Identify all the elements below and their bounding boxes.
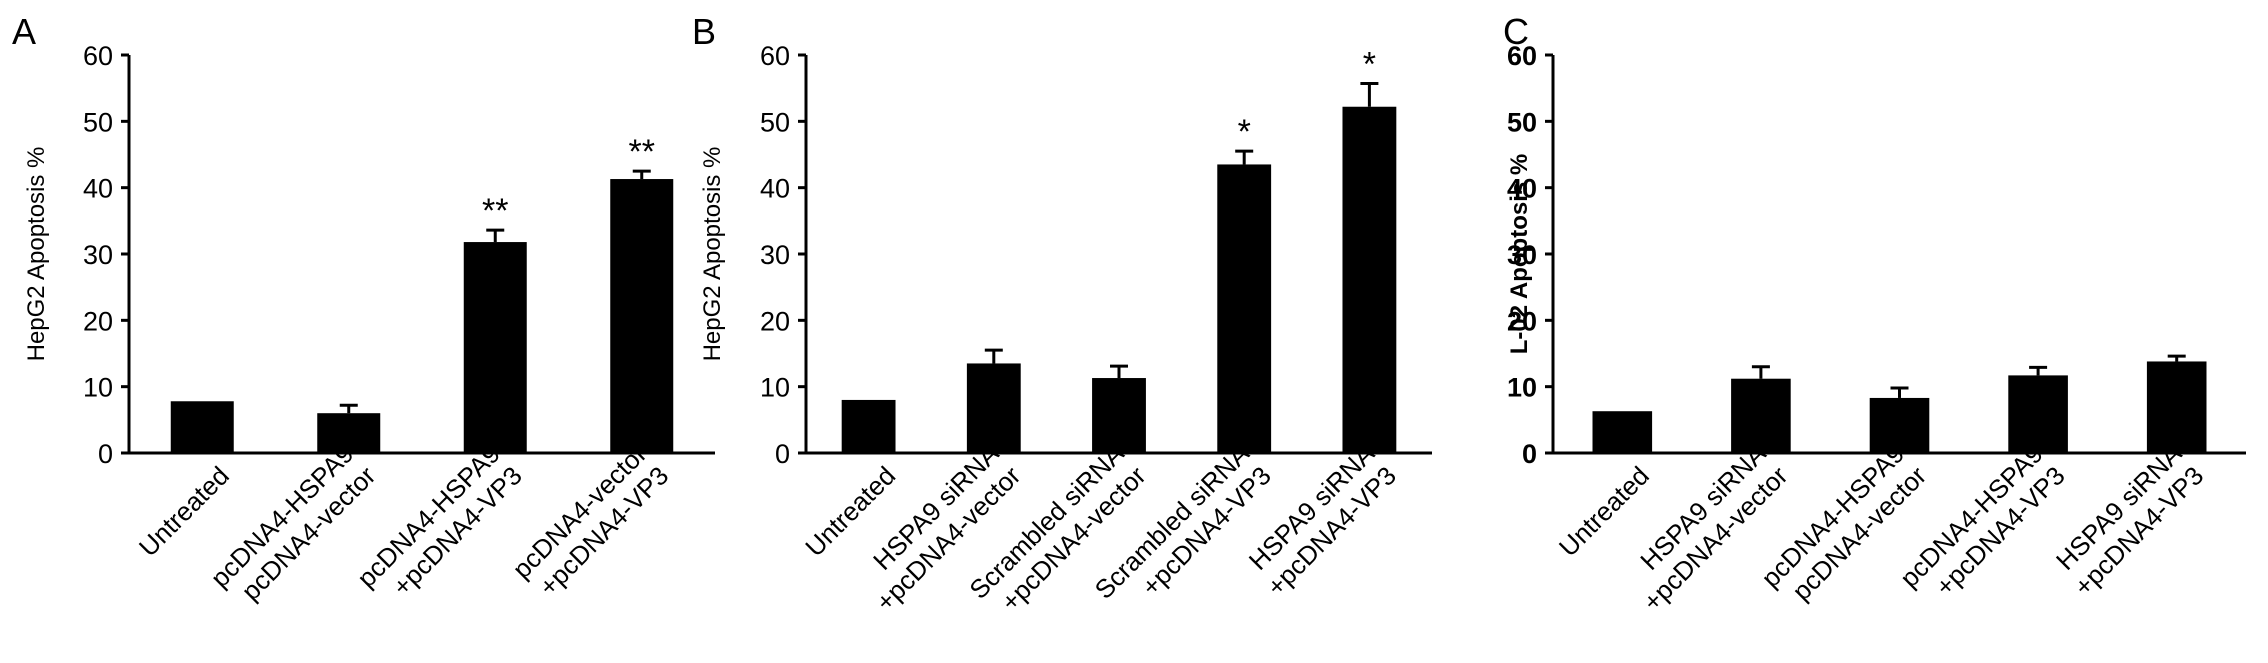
bar	[1592, 411, 1653, 453]
significance-marker: **	[482, 192, 508, 230]
category-label: HSPA9 siRNA+pcDNA4-vector	[1634, 438, 1793, 617]
category-label: HSPA9 siRNA+pcDNA4-VP3	[1243, 438, 1402, 602]
category-label-line: Untreated	[1553, 460, 1655, 562]
y-axis-label: L-02 Apoptosis %	[1506, 154, 1533, 354]
y-tick-label: 30	[83, 240, 113, 270]
y-tick-label: 50	[760, 107, 790, 137]
panel-letter: A	[12, 11, 36, 52]
panel-letter: B	[692, 11, 716, 52]
category-label: HSPA9 siRNA+pcDNA4-VP3	[2050, 438, 2209, 602]
y-tick-label: 0	[98, 439, 113, 469]
category-label: pcDNA4-vector+pcDNA4-VP3	[507, 438, 675, 601]
category-label: pcDNA4-HSPA9+pcDNA4-VP3	[1894, 438, 2071, 601]
y-axis-label: HepG2 Apoptosis %	[699, 147, 726, 362]
y-tick-label: 10	[1507, 373, 1537, 403]
significance-marker: **	[629, 133, 655, 171]
y-tick-label: 60	[760, 41, 790, 71]
y-tick-label: 0	[1522, 439, 1537, 469]
y-tick-label: 40	[760, 174, 790, 204]
y-tick-label: 20	[83, 306, 113, 336]
bar	[1092, 378, 1146, 453]
bar	[966, 363, 1021, 453]
chart-panel-a: A 0 10 20 30 40 50 60 HepG2 Apoptosis % Untreated…	[12, 11, 715, 606]
bar	[610, 179, 674, 453]
y-tick-label: 60	[1507, 41, 1537, 71]
significance-marker: *	[1363, 46, 1376, 84]
bar	[170, 401, 234, 453]
bar	[1731, 378, 1791, 453]
category-label: Untreated	[1553, 460, 1655, 562]
y-tick-label: 0	[775, 439, 790, 469]
category-label: Untreated	[133, 460, 235, 562]
category-label-line: Untreated	[133, 460, 235, 562]
bar	[2146, 361, 2207, 453]
bar	[1217, 164, 1272, 453]
category-label: pcDNA4-HSPA9+pcDNA4-VP3	[351, 438, 528, 601]
y-tick-label: 60	[83, 41, 113, 71]
y-tick-label: 40	[83, 174, 113, 204]
y-axis-label: HepG2 Apoptosis %	[23, 147, 50, 362]
bar	[463, 242, 527, 453]
y-tick-label: 40	[1507, 174, 1537, 204]
y-tick-label: 30	[760, 240, 790, 270]
bar	[1342, 106, 1397, 454]
bar	[2008, 375, 2068, 453]
y-tick-label: 10	[760, 373, 790, 403]
y-tick-label: 20	[1507, 306, 1537, 336]
y-tick-label: 50	[83, 107, 113, 137]
bar	[1869, 397, 1930, 453]
y-tick-label: 10	[83, 373, 113, 403]
y-tick-label: 20	[760, 306, 790, 336]
significance-marker: *	[1238, 113, 1251, 151]
y-tick-label: 50	[1507, 107, 1537, 137]
panel-letter: C	[1503, 11, 1529, 52]
bar	[841, 399, 896, 453]
bar	[317, 413, 381, 453]
y-tick-label: 30	[1507, 240, 1537, 270]
